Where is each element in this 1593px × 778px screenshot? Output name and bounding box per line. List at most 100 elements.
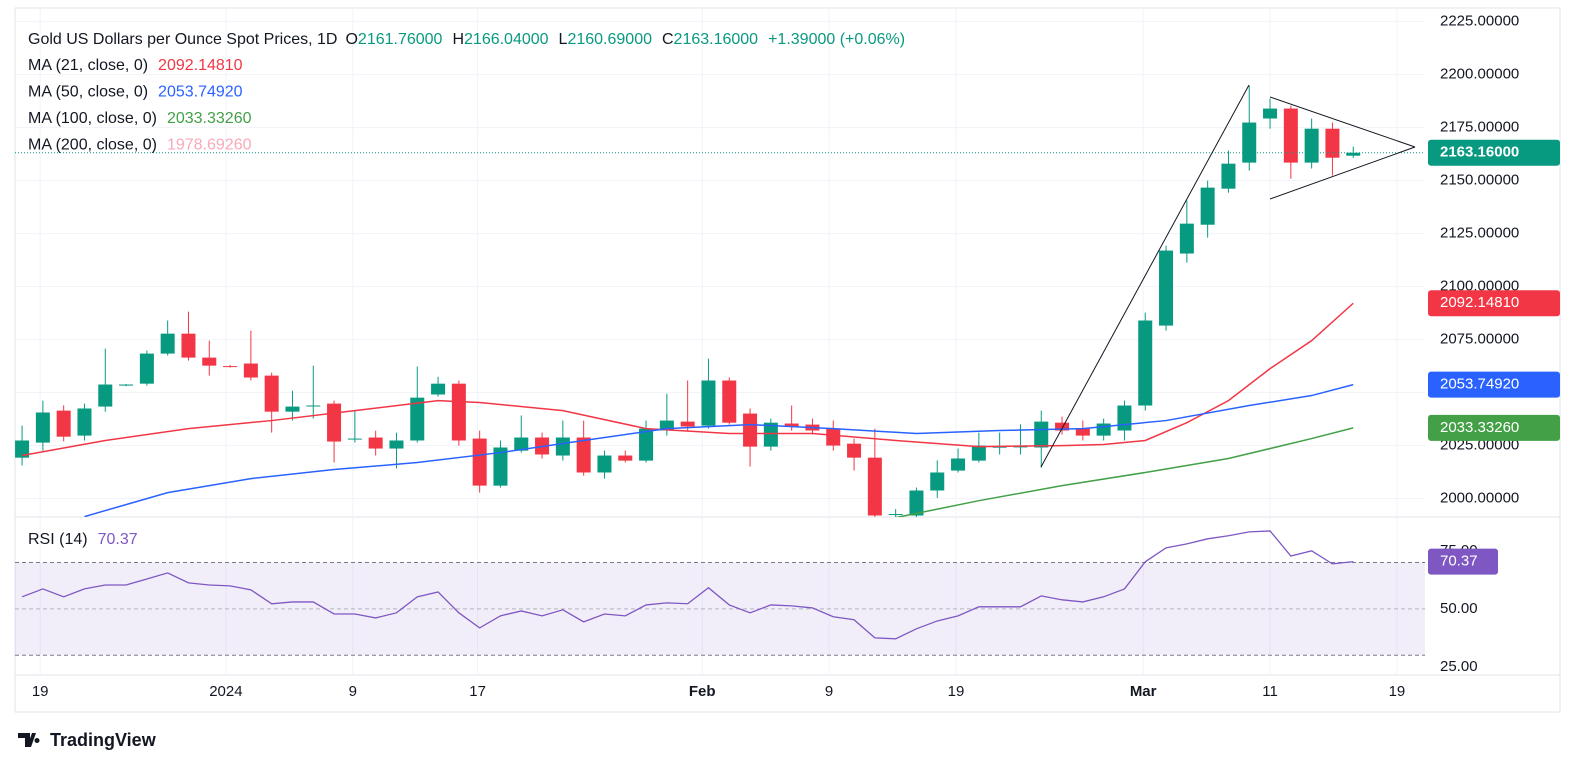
trend-line	[1269, 96, 1416, 148]
candle-body	[1346, 152, 1361, 156]
candle-body	[659, 420, 674, 431]
price-tag	[1428, 371, 1560, 398]
x-tick-label: 19	[1389, 683, 1406, 700]
price-tag-label: 70.37	[1440, 553, 1478, 570]
moving-average	[84, 383, 1354, 517]
ohlc-label: H	[452, 31, 464, 48]
x-tick-label: Mar	[1130, 683, 1157, 700]
ohlc-value: 2163.16000	[674, 31, 759, 48]
candle-body	[1283, 108, 1298, 163]
candle-body	[35, 412, 50, 443]
ma-legend: MA (21, close, 0) 2092.14810	[28, 57, 243, 74]
candle-body	[368, 437, 383, 449]
candle-body	[826, 428, 841, 446]
rsi-legend: RSI (14) 70.37	[28, 531, 138, 548]
candle-body	[264, 375, 279, 412]
candle-body	[555, 437, 570, 456]
candle-body	[1263, 108, 1278, 119]
grid	[15, 8, 1425, 675]
y-tick-label: 2175.00000	[1440, 119, 1519, 136]
candle-body	[1200, 187, 1215, 225]
price-tag-label: 2163.16000	[1440, 144, 1519, 161]
candle-body	[56, 410, 71, 437]
candle-body	[202, 357, 217, 366]
y-tick-label: 2000.00000	[1440, 490, 1519, 507]
ma-name: MA (50, close, 0)	[28, 84, 148, 101]
ma-name: MA (100, close, 0)	[28, 110, 157, 127]
y-tick-label: 2200.00000	[1440, 66, 1519, 83]
candle-body	[576, 437, 591, 473]
candle-body	[971, 445, 986, 461]
moving-average	[21, 302, 1354, 457]
candle-body	[909, 490, 924, 516]
triangle-drawing	[1040, 84, 1416, 468]
y-tick-label: 2150.00000	[1440, 172, 1519, 189]
ma-value: 2033.33260	[167, 110, 252, 127]
candle-body	[618, 455, 633, 461]
trend-line	[1269, 146, 1416, 200]
candle-body	[992, 446, 1007, 448]
candle-body	[597, 455, 612, 473]
x-tick-label: 11	[1262, 683, 1278, 700]
candle-body	[139, 353, 154, 384]
ohlc-value: 2166.04000	[464, 31, 549, 48]
candle-body	[306, 405, 321, 407]
candle-body	[1138, 320, 1153, 406]
candle-body	[1221, 163, 1236, 189]
y-tick-label: 2225.00000	[1440, 13, 1519, 30]
candle-body	[285, 406, 300, 412]
candle-body	[327, 403, 342, 442]
axes: 19 2024 9 17 Feb 9 19 Mar 11 192000.000002025.000…	[32, 13, 1560, 700]
price-tag	[1428, 414, 1560, 441]
candle-body	[514, 437, 529, 451]
candle-body	[181, 333, 196, 358]
title: Gold US Dollars per Ounce Spot Prices, 1…	[28, 31, 337, 48]
candle-body	[493, 447, 508, 486]
price-tag-label: 2053.74920	[1440, 376, 1519, 393]
x-tick-label: 17	[469, 683, 486, 700]
candle-body	[1242, 122, 1257, 163]
candle-body	[888, 514, 903, 516]
ma-value: 1978.69260	[167, 137, 252, 154]
price-pane	[15, 85, 1425, 517]
candle-body	[1117, 405, 1132, 431]
chart-title: Gold US Dollars per Ounce Spot Prices, 1…	[28, 31, 905, 48]
x-tick-label: 9	[825, 683, 833, 700]
candle-body	[410, 397, 425, 441]
x-tick-label: Feb	[689, 683, 716, 700]
ohlc-label: C	[662, 31, 674, 48]
candle-body	[472, 438, 487, 486]
ohlc-value: 2161.76000	[358, 31, 443, 48]
ohlc-label: O	[345, 31, 357, 48]
candle-body	[1179, 223, 1194, 254]
price-tag	[1428, 290, 1560, 317]
ma-legend: MA (200, close, 0) 1978.69260	[28, 137, 252, 154]
change: +1.39000 (+0.06%)	[768, 31, 905, 48]
y-tick-label: 25.00	[1440, 658, 1478, 675]
candle-body	[1055, 422, 1070, 431]
moving-average	[895, 427, 1354, 517]
ma-legend: MA (50, close, 0) 2053.74920	[28, 84, 243, 101]
ma-value: 2053.74920	[158, 84, 243, 101]
candle-body	[451, 383, 466, 441]
rsi-title: RSI (14)	[28, 531, 88, 548]
ma-name: MA (200, close, 0)	[28, 137, 157, 154]
rsi-value: 70.37	[98, 531, 138, 548]
candle-body	[77, 408, 92, 436]
x-tick-label: 19	[32, 683, 49, 700]
candle-body	[951, 458, 966, 471]
rsi-line	[21, 530, 1354, 640]
candle-body	[389, 440, 404, 449]
candle-body	[680, 421, 695, 427]
candle-body	[722, 380, 737, 423]
candle-body	[1159, 250, 1174, 326]
candle-body	[347, 438, 362, 440]
candle-body	[1034, 421, 1049, 448]
ohlc-value: 2160.69000	[567, 31, 652, 48]
candle-body	[1075, 428, 1090, 436]
candle-body	[1325, 128, 1340, 158]
footer: TradingView	[18, 730, 157, 750]
rsi-band	[15, 562, 1425, 656]
candle-body	[1304, 128, 1319, 163]
candle-body	[98, 384, 113, 407]
